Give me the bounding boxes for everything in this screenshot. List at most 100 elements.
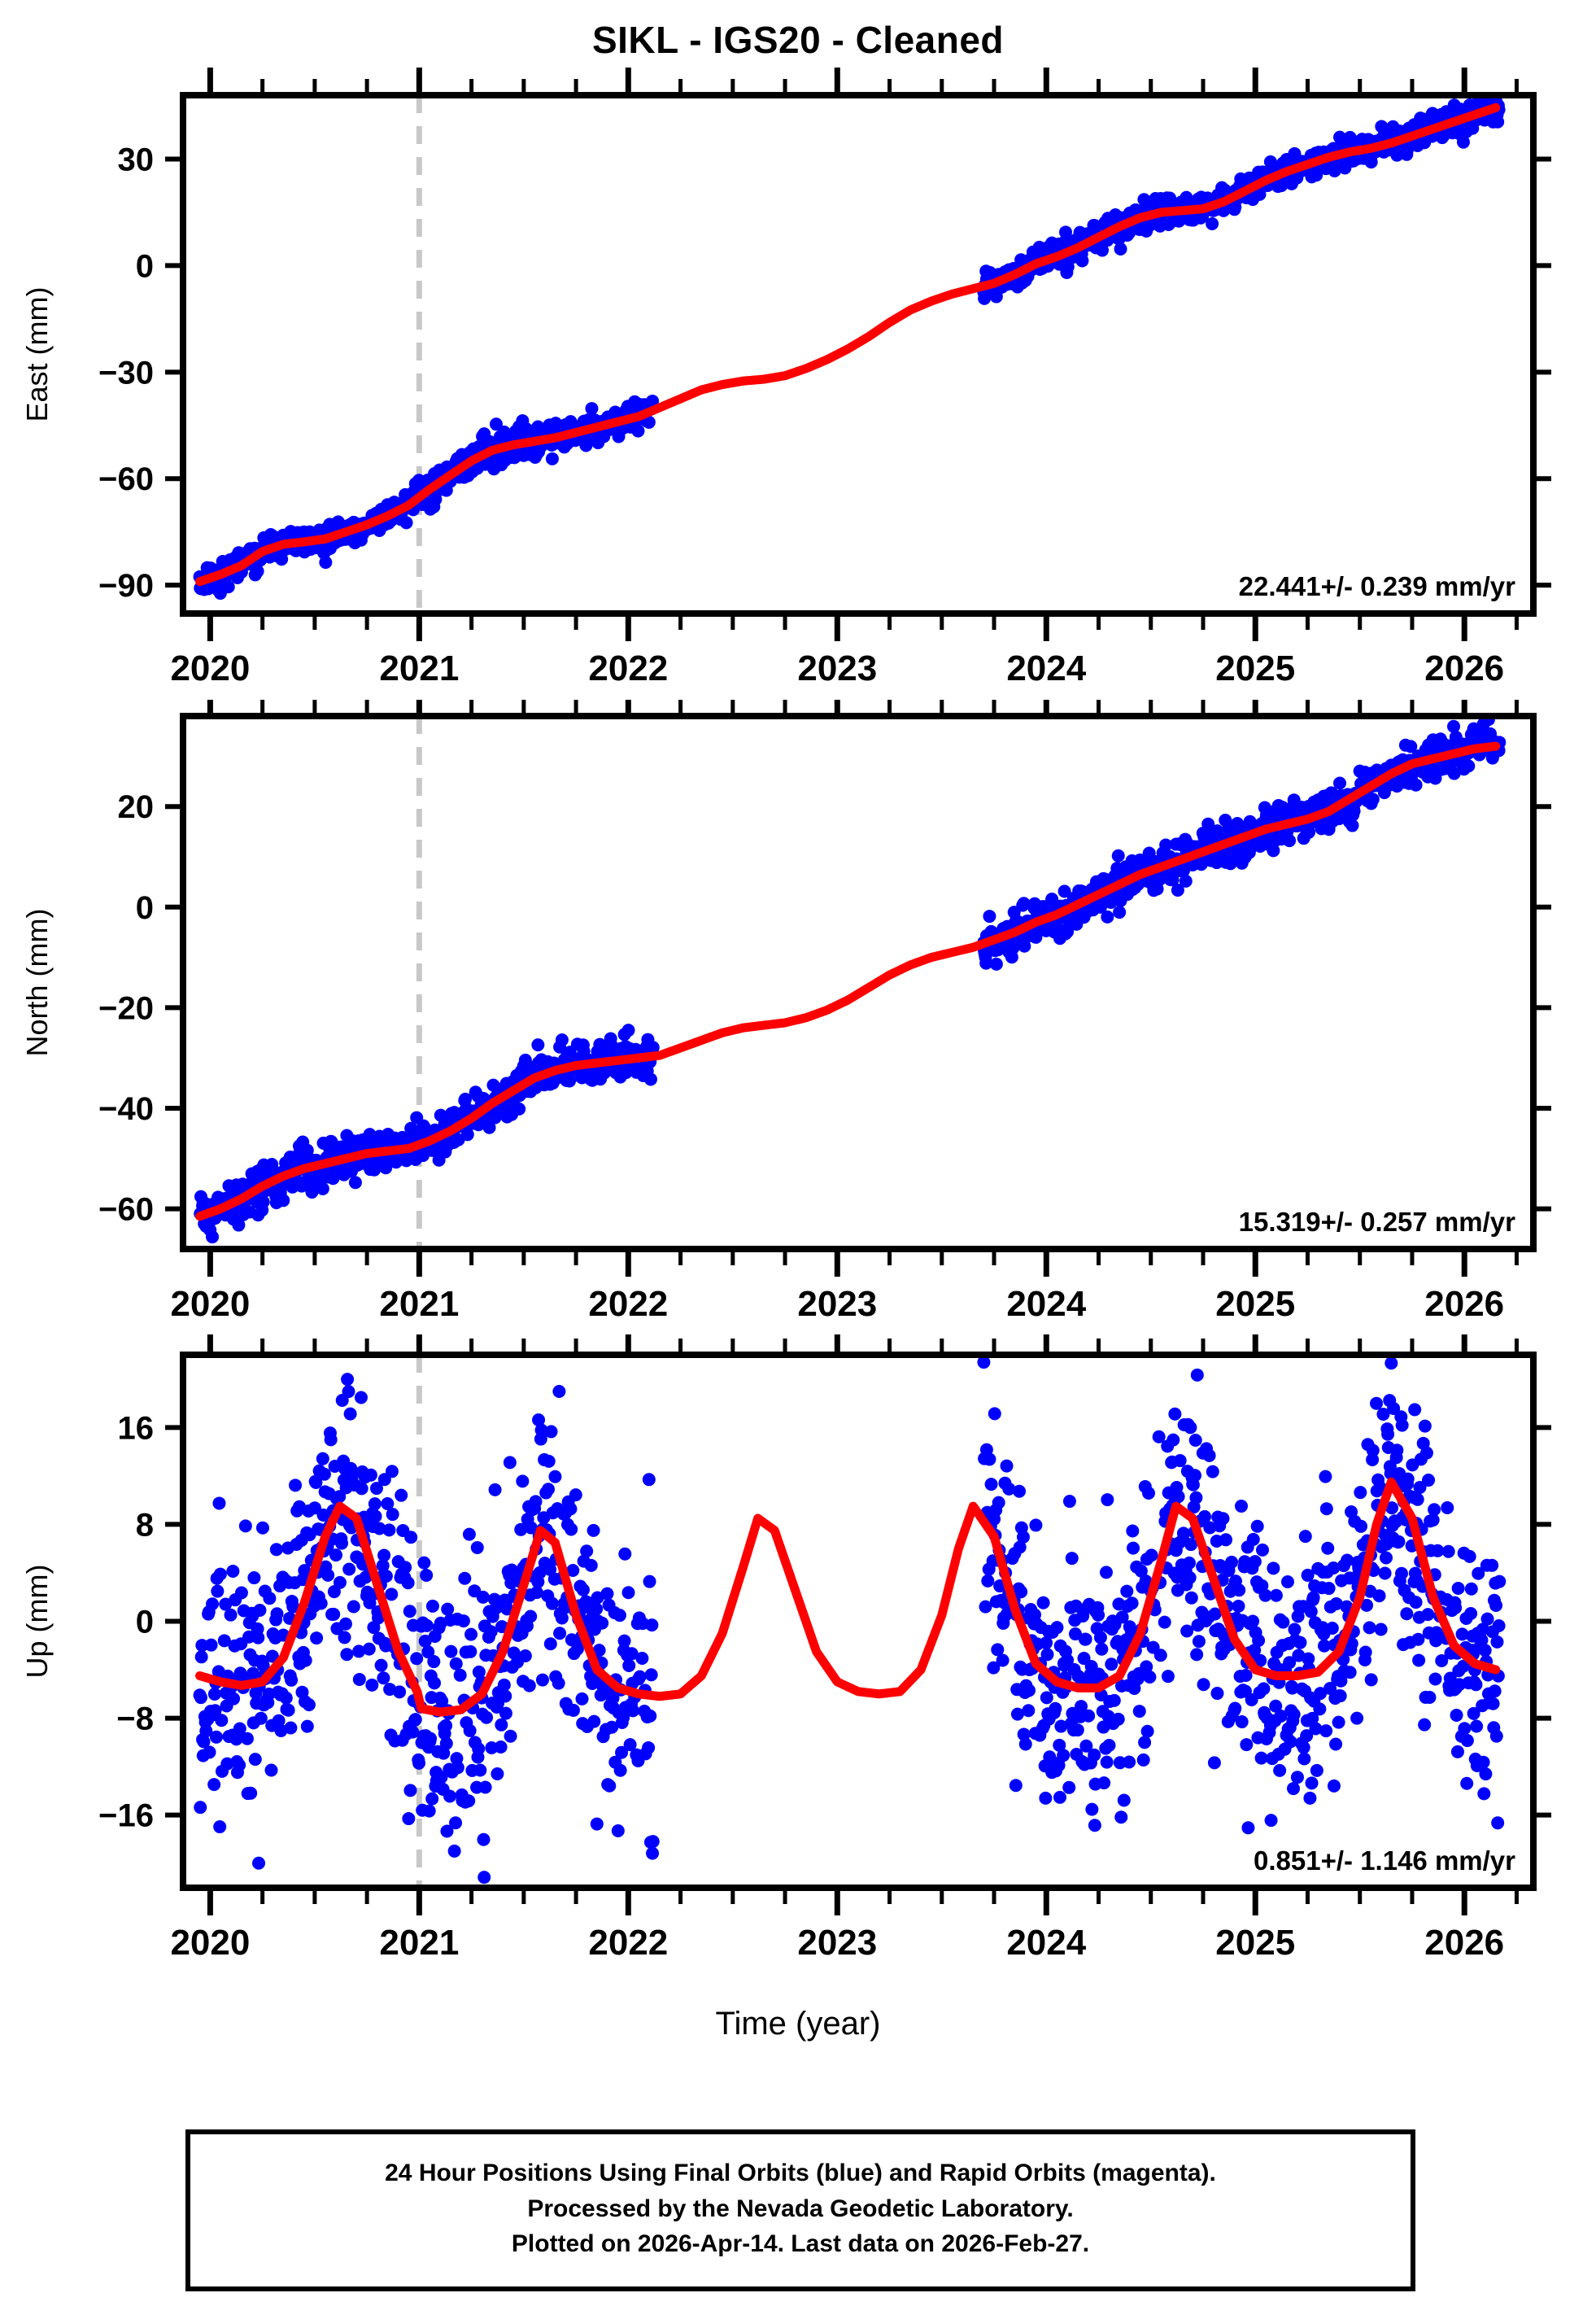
- data-point: [1009, 1779, 1023, 1793]
- data-point: [1423, 1690, 1437, 1704]
- data-point: [1153, 1649, 1167, 1662]
- data-point: [255, 1521, 269, 1535]
- data-point: [1486, 1697, 1500, 1710]
- data-point: [1332, 1715, 1345, 1729]
- data-point: [587, 1714, 601, 1728]
- data-point: [532, 1413, 546, 1426]
- data-point: [1069, 1599, 1083, 1613]
- data-point: [220, 1757, 234, 1771]
- data-point: [591, 1591, 604, 1605]
- data-point: [399, 516, 413, 530]
- data-point: [1441, 1501, 1454, 1514]
- data-point: [1232, 1599, 1245, 1613]
- data-point: [456, 1614, 470, 1628]
- data-point: [1161, 1670, 1175, 1684]
- data-point: [1469, 1678, 1483, 1692]
- data-point: [343, 1407, 357, 1421]
- data-point: [256, 1658, 270, 1672]
- data-point: [324, 1433, 338, 1447]
- data-point: [440, 1824, 454, 1838]
- data-point: [555, 1611, 569, 1625]
- data-point: [1190, 1368, 1204, 1382]
- data-point: [1319, 1470, 1332, 1483]
- data-point: [587, 1523, 600, 1537]
- data-point: [544, 1425, 558, 1439]
- data-point: [232, 1218, 246, 1232]
- data-point: [575, 1692, 589, 1705]
- data-point: [623, 1738, 637, 1752]
- data-point: [1166, 1433, 1180, 1447]
- data-point: [379, 1570, 393, 1583]
- data-point: [404, 1531, 418, 1544]
- data-point: [1288, 1622, 1302, 1636]
- data-point: [1061, 1653, 1075, 1667]
- data-point: [1456, 135, 1470, 149]
- data-point: [1477, 1787, 1491, 1801]
- data-point: [1284, 1735, 1297, 1749]
- data-point: [478, 1780, 492, 1794]
- data-point: [1188, 1469, 1201, 1483]
- data-point: [592, 1644, 606, 1657]
- data-point: [1017, 897, 1031, 911]
- data-point: [317, 1467, 331, 1481]
- data-point: [373, 1522, 386, 1535]
- data-point: [476, 1590, 490, 1604]
- data-point: [246, 1666, 259, 1680]
- data-point: [447, 1844, 461, 1858]
- data-point: [1176, 1526, 1190, 1540]
- data-point: [1075, 254, 1089, 268]
- data-point: [1029, 1518, 1043, 1532]
- data-point: [1421, 1608, 1435, 1622]
- data-point: [611, 1824, 625, 1837]
- data-point: [531, 1038, 545, 1052]
- data-point: [618, 1547, 632, 1561]
- data-point: [1057, 1749, 1071, 1762]
- data-point: [552, 1384, 566, 1398]
- data-point: [1053, 1790, 1066, 1804]
- data-point: [1302, 1652, 1315, 1666]
- model-trend-line: [195, 741, 1501, 1221]
- data-point: [463, 1723, 477, 1737]
- data-point: [1206, 217, 1219, 231]
- data-point: [566, 1564, 580, 1578]
- data-point: [548, 1470, 562, 1483]
- data-point: [279, 1691, 293, 1705]
- data-point: [631, 424, 645, 438]
- data-point: [1387, 1401, 1401, 1415]
- data-point: [458, 1571, 472, 1585]
- data-point: [1264, 1814, 1278, 1828]
- model-trend-line: [195, 1477, 1501, 1717]
- data-point: [555, 1033, 569, 1046]
- data-point: [524, 1609, 538, 1623]
- data-point: [584, 1558, 598, 1572]
- data-point: [449, 1816, 463, 1830]
- data-point: [1464, 1606, 1478, 1620]
- data-point: [347, 1600, 360, 1614]
- data-point: [338, 1631, 351, 1644]
- data-point: [1138, 1736, 1152, 1749]
- x-tick-label: 2023: [797, 1284, 877, 1324]
- data-point: [443, 1789, 456, 1803]
- data-point: [1000, 1459, 1014, 1473]
- data-point: [1464, 1582, 1478, 1596]
- data-point: [1088, 1748, 1101, 1762]
- data-point: [1493, 1574, 1507, 1588]
- data-point: [494, 1740, 508, 1754]
- data-point: [1057, 884, 1071, 898]
- data-point: [617, 1634, 631, 1648]
- data-point: [646, 1041, 660, 1055]
- data-point: [529, 1495, 543, 1509]
- data-point: [1333, 1689, 1347, 1703]
- data-point: [1097, 1776, 1111, 1790]
- data-point: [1125, 1596, 1139, 1610]
- data-point: [369, 1482, 383, 1496]
- data-point: [1257, 1682, 1271, 1696]
- data-point: [1449, 1601, 1463, 1614]
- data-point: [1040, 1691, 1053, 1705]
- data-point: [348, 1176, 362, 1190]
- plot-area-up: 16 8 0 −8 −16 2020 2021 2022 2023 2024 2025 2026 Up …: [20, 1334, 1551, 1963]
- data-point: [342, 1385, 355, 1399]
- data-point: [1475, 1633, 1489, 1647]
- data-point: [1252, 1634, 1266, 1648]
- data-point: [449, 1657, 463, 1671]
